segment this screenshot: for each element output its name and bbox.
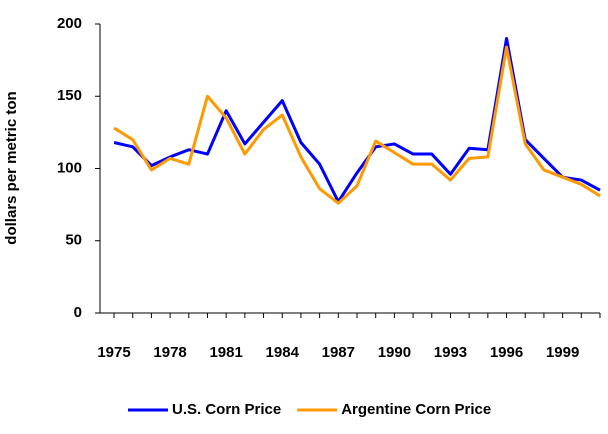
legend-label: U.S. Corn Price — [172, 401, 281, 418]
x-tick-label: 1981 — [209, 344, 242, 361]
y-axis-label: dollars per metric ton — [3, 91, 20, 244]
x-tick-label: 1996 — [490, 344, 523, 361]
x-tick-label: 1975 — [97, 344, 130, 361]
y-tick-label: 200 — [57, 15, 82, 32]
x-tick-label: 1990 — [378, 344, 411, 361]
x-tick-label: 1984 — [266, 344, 300, 361]
x-tick-label: 1999 — [546, 344, 579, 361]
y-tick-label: 0 — [74, 304, 82, 321]
x-tick-label: 1978 — [153, 344, 186, 361]
x-tick-label: 1993 — [434, 344, 467, 361]
y-tick-label: 50 — [65, 232, 82, 249]
x-tick-label: 1987 — [322, 344, 355, 361]
y-tick-label: 150 — [57, 87, 82, 104]
y-tick-label: 100 — [57, 159, 82, 176]
legend-label: Argentine Corn Price — [341, 401, 491, 418]
series-line — [113, 45, 601, 205]
series-line — [113, 36, 601, 204]
